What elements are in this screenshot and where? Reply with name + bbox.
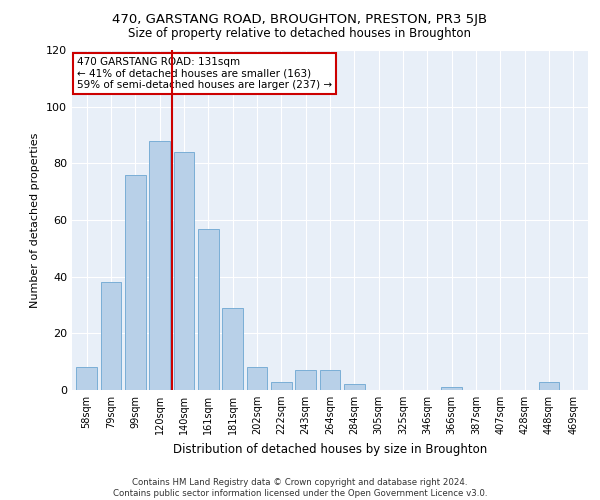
X-axis label: Distribution of detached houses by size in Broughton: Distribution of detached houses by size … xyxy=(173,442,487,456)
Text: Contains HM Land Registry data © Crown copyright and database right 2024.
Contai: Contains HM Land Registry data © Crown c… xyxy=(113,478,487,498)
Bar xyxy=(101,282,121,390)
Bar xyxy=(295,370,316,390)
Bar xyxy=(125,174,146,390)
Bar xyxy=(344,384,365,390)
Bar xyxy=(271,382,292,390)
Bar xyxy=(149,140,170,390)
Bar xyxy=(198,228,218,390)
Bar xyxy=(442,387,462,390)
Bar xyxy=(247,368,268,390)
Bar xyxy=(173,152,194,390)
Text: 470, GARSTANG ROAD, BROUGHTON, PRESTON, PR3 5JB: 470, GARSTANG ROAD, BROUGHTON, PRESTON, … xyxy=(112,12,488,26)
Bar xyxy=(539,382,559,390)
Bar xyxy=(320,370,340,390)
Text: Size of property relative to detached houses in Broughton: Size of property relative to detached ho… xyxy=(128,28,472,40)
Bar xyxy=(222,308,243,390)
Text: 470 GARSTANG ROAD: 131sqm
← 41% of detached houses are smaller (163)
59% of semi: 470 GARSTANG ROAD: 131sqm ← 41% of detac… xyxy=(77,57,332,90)
Bar xyxy=(76,368,97,390)
Y-axis label: Number of detached properties: Number of detached properties xyxy=(31,132,40,308)
